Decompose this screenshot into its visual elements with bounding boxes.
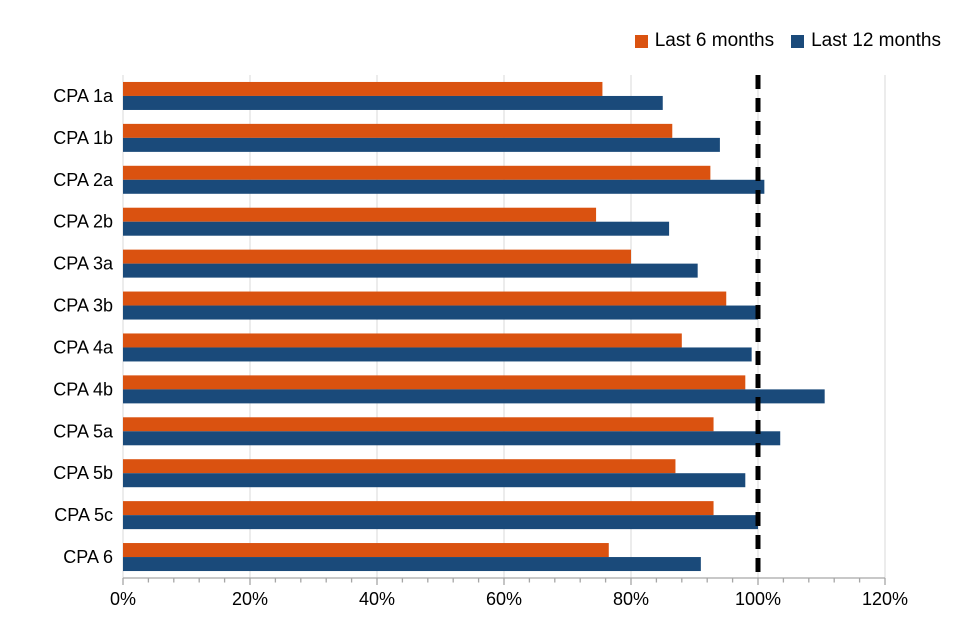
- legend-swatch-last-6-months: [634, 34, 648, 48]
- bar-last-12-months-cpa-4a: [123, 347, 752, 362]
- category-label: CPA 2b: [53, 212, 113, 232]
- legend-label-last-12-months: Last 12 months: [811, 30, 941, 51]
- x-tick-label: 120%: [862, 589, 908, 609]
- bar-last-6-months-cpa-5b: [123, 459, 676, 474]
- category-label: CPA 5b: [53, 463, 113, 483]
- category-label: CPA 3a: [53, 254, 114, 274]
- category-label: CPA 1a: [53, 86, 114, 106]
- bar-last-12-months-cpa-5c: [123, 515, 758, 530]
- bar-last-6-months-cpa-3a: [123, 249, 631, 264]
- bar-last-12-months-cpa-2b: [123, 221, 670, 236]
- category-label: CPA 5a: [53, 421, 114, 441]
- bar-last-12-months-cpa-5a: [123, 431, 781, 446]
- category-label: CPA 5c: [54, 505, 113, 525]
- bar-last-6-months-cpa-2b: [123, 207, 597, 222]
- bar-last-6-months-cpa-6: [123, 543, 609, 558]
- legend-item-last-12-months: Last 12 months: [791, 30, 941, 52]
- legend-swatch-last-12-months: [791, 34, 805, 48]
- bar-last-6-months-cpa-1a: [123, 81, 603, 96]
- x-tick-label: 0%: [110, 589, 136, 609]
- bar-last-12-months-cpa-4b: [123, 389, 825, 404]
- x-tick-label: 100%: [735, 589, 781, 609]
- bar-last-6-months-cpa-4a: [123, 333, 682, 348]
- bar-last-6-months-cpa-1b: [123, 123, 673, 138]
- x-tick-label: 80%: [613, 589, 649, 609]
- bar-last-6-months-cpa-2a: [123, 165, 711, 180]
- bar-last-12-months-cpa-6: [123, 557, 701, 572]
- bar-last-6-months-cpa-5a: [123, 417, 714, 432]
- x-tick-label: 40%: [359, 589, 395, 609]
- x-tick-label: 60%: [486, 589, 522, 609]
- bar-last-6-months-cpa-5c: [123, 501, 714, 516]
- chart-legend: Last 6 months Last 12 months: [634, 30, 941, 52]
- category-label: CPA 6: [63, 547, 113, 567]
- category-label: CPA 4a: [53, 337, 114, 357]
- category-label: CPA 4b: [53, 379, 113, 399]
- legend-item-last-6-months: Last 6 months: [634, 30, 775, 52]
- bar-last-12-months-cpa-1a: [123, 95, 663, 110]
- category-label: CPA 1b: [53, 128, 113, 148]
- category-label: CPA 2a: [53, 170, 114, 190]
- bar-last-12-months-cpa-3a: [123, 263, 698, 278]
- bar-last-12-months-cpa-2a: [123, 179, 765, 194]
- bar-last-12-months-cpa-1b: [123, 137, 720, 152]
- bar-last-12-months-cpa-5b: [123, 473, 746, 488]
- bar-last-6-months-cpa-3b: [123, 291, 727, 306]
- bar-last-12-months-cpa-3b: [123, 305, 758, 320]
- bar-last-6-months-cpa-4b: [123, 375, 746, 390]
- x-tick-label: 20%: [232, 589, 268, 609]
- category-label: CPA 3b: [53, 296, 113, 316]
- legend-label-last-6-months: Last 6 months: [654, 30, 775, 51]
